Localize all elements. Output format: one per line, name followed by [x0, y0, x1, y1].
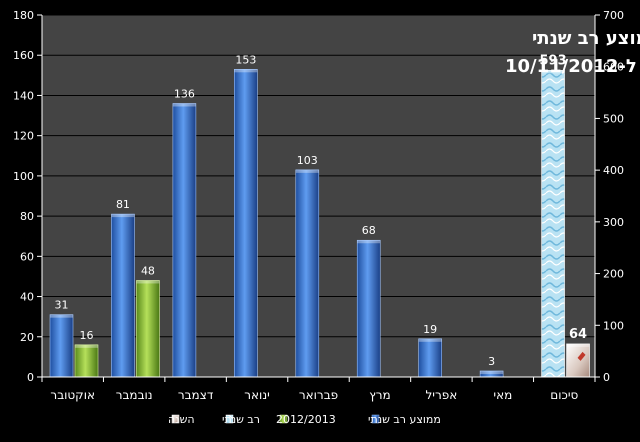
data-label: 593	[539, 53, 566, 68]
bar-highlight	[50, 314, 73, 318]
data-label: 136	[174, 87, 195, 100]
category-label: פברואר	[299, 388, 338, 402]
data-labels: 31 81 136 153 103 68 19 3 16 48 593 64	[55, 53, 588, 368]
category-label: אוקטובר	[50, 388, 95, 402]
chart-title-line1: כמות חודשית וממוצע רב שנתי	[532, 28, 640, 49]
right-tick-label: 700	[603, 9, 624, 22]
bar-1-7	[418, 338, 442, 378]
right-tick-label: 0	[603, 371, 610, 384]
left-tick-label: 140	[13, 89, 34, 102]
bar-1-5	[295, 169, 320, 378]
legend-swatch	[279, 414, 288, 424]
legend-swatch	[371, 414, 380, 424]
right-tick-label: 500	[603, 112, 624, 125]
data-label: 16	[80, 329, 94, 342]
right-tick-label: 100	[603, 319, 624, 332]
category-label: מרץ	[369, 388, 390, 402]
bar-1-2	[111, 213, 135, 378]
data-label: 81	[116, 198, 130, 211]
legend-label: רב שנתי	[222, 413, 260, 426]
right-tick-label: 200	[603, 268, 624, 281]
left-tick-label: 180	[13, 9, 34, 22]
category-label: מאי	[493, 388, 512, 402]
bar-highlight	[136, 280, 160, 284]
left-tick-label: 40	[20, 291, 34, 304]
bar-highlight	[111, 214, 135, 218]
data-label: 103	[297, 154, 318, 167]
bar-1-4	[234, 69, 258, 378]
axes: 0 20 40 60 80 100 120 140 160 180 0 100 200 300 400 500…	[13, 9, 624, 402]
bar-2-1	[74, 344, 99, 378]
category-label: סיכום	[550, 388, 578, 402]
category-label: אפריל	[425, 388, 457, 402]
chart-title: כמות חודשית וממוצע רב שנתי נכון ל-10/11/…	[505, 28, 640, 77]
bar-highlight	[75, 344, 98, 348]
bar-1-3	[172, 103, 197, 378]
bar-highlight	[566, 343, 590, 347]
bar-3-9	[541, 70, 565, 378]
category-label: נובמבר	[116, 388, 153, 402]
bar-1-1	[49, 314, 74, 378]
bar-highlight	[480, 370, 504, 374]
bar-highlight	[357, 240, 381, 244]
right-tick-label: 400	[603, 164, 624, 177]
category-label: ינואר	[244, 388, 270, 402]
left-tick-label: 160	[13, 49, 34, 62]
right-tick-label: 300	[603, 216, 624, 229]
left-tick-label: 120	[13, 130, 34, 143]
data-label: 3	[488, 355, 495, 368]
data-label: 153	[235, 53, 256, 66]
right-tick-label: 600	[603, 61, 624, 74]
bar-highlight	[541, 70, 565, 74]
bar-2-2	[136, 280, 160, 378]
data-label: 31	[55, 299, 69, 312]
legend-swatch	[171, 414, 180, 424]
bars	[49, 69, 590, 378]
data-label: 64	[569, 327, 587, 342]
bar-highlight	[418, 338, 442, 342]
legend: ממוצע רב שנתי 2012/2013 רב שנתי השנה	[168, 413, 441, 426]
data-label: 19	[423, 323, 437, 336]
left-tick-label: 0	[27, 371, 34, 384]
bar-4-9	[566, 343, 590, 378]
category-label: דצמבר	[178, 388, 214, 402]
data-label: 68	[362, 224, 376, 237]
bar-highlight	[172, 103, 196, 107]
left-tick-label: 100	[13, 170, 34, 183]
data-label: 48	[141, 264, 155, 277]
bar-1-6	[356, 239, 381, 378]
left-tick-label: 80	[20, 210, 34, 223]
legend-swatch	[225, 414, 234, 424]
legend-label: 2012/2013	[276, 413, 336, 426]
left-tick-label: 60	[20, 250, 34, 263]
left-tick-label: 20	[20, 331, 34, 344]
legend-label: ממוצע רב שנתי	[368, 413, 441, 426]
legend-label: השנה	[168, 413, 195, 426]
chart-title-line2: נכון ל-10/11/2012	[505, 56, 640, 77]
bar-ornament	[577, 351, 586, 361]
bar-highlight	[234, 69, 258, 73]
bar-highlight	[295, 169, 319, 173]
